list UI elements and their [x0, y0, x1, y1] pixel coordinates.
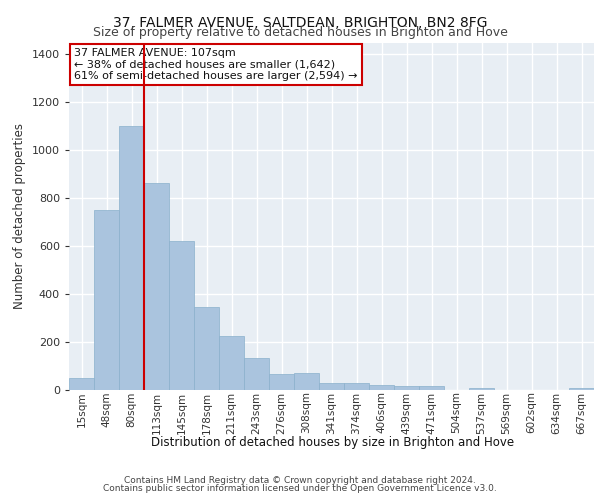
Bar — [144, 182, 169, 390]
Bar — [569, 388, 594, 390]
Bar — [294, 373, 319, 390]
Bar — [219, 336, 244, 390]
Bar — [319, 383, 344, 390]
Bar — [394, 386, 419, 390]
Text: 37, FALMER AVENUE, SALTDEAN, BRIGHTON, BN2 8FG: 37, FALMER AVENUE, SALTDEAN, BRIGHTON, B… — [113, 16, 487, 30]
Bar — [119, 126, 144, 390]
Bar — [69, 378, 94, 390]
Bar — [244, 358, 269, 390]
Bar — [369, 385, 394, 390]
Y-axis label: Number of detached properties: Number of detached properties — [13, 123, 26, 309]
Text: Contains HM Land Registry data © Crown copyright and database right 2024.: Contains HM Land Registry data © Crown c… — [124, 476, 476, 485]
Bar — [194, 308, 219, 390]
Bar — [419, 386, 444, 390]
Bar — [169, 242, 194, 390]
Text: Size of property relative to detached houses in Brighton and Hove: Size of property relative to detached ho… — [92, 26, 508, 39]
Text: 37 FALMER AVENUE: 107sqm
← 38% of detached houses are smaller (1,642)
61% of sem: 37 FALMER AVENUE: 107sqm ← 38% of detach… — [74, 48, 358, 81]
Text: Distribution of detached houses by size in Brighton and Hove: Distribution of detached houses by size … — [151, 436, 515, 449]
Bar — [269, 374, 294, 390]
Bar — [469, 388, 494, 390]
Text: Contains public sector information licensed under the Open Government Licence v3: Contains public sector information licen… — [103, 484, 497, 493]
Bar — [94, 210, 119, 390]
Bar — [344, 383, 369, 390]
